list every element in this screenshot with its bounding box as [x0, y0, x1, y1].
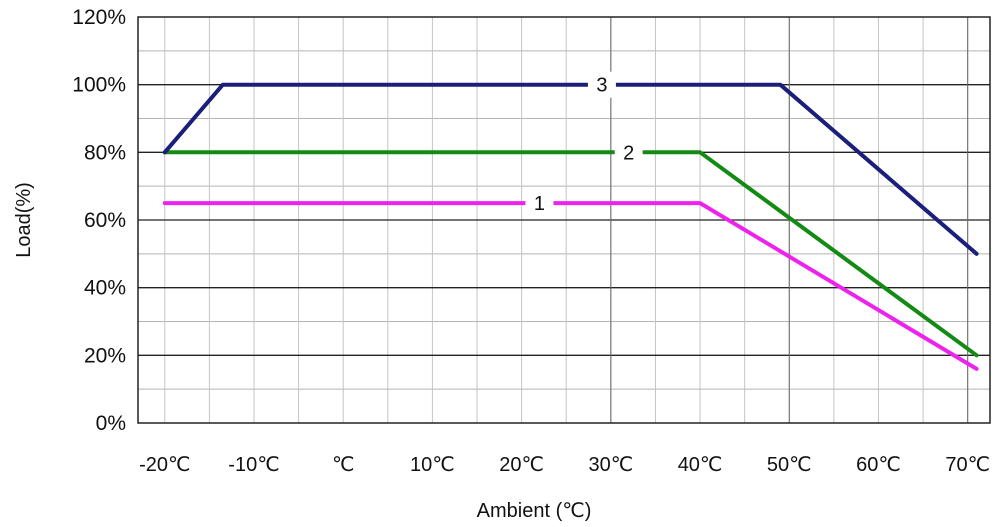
y-tick-label: 60%: [84, 209, 126, 232]
x-tick-labels: -20℃ -10℃ ℃ 10℃ 20℃ 30℃ 40℃ 50℃ 60℃ 70℃: [139, 454, 990, 476]
series-label-1: 1: [534, 193, 545, 215]
x-tick-label: -10℃: [228, 454, 279, 476]
y-tick-labels: 0% 20% 40% 60% 80% 100% 120%: [72, 6, 126, 435]
series-label-2: 2: [623, 142, 634, 164]
x-tick-label: 40℃: [678, 454, 723, 476]
x-tick-label: 70℃: [945, 454, 990, 476]
y-tick-label: 100%: [72, 74, 126, 97]
plot-frame: [137, 16, 991, 424]
x-tick-label: -20℃: [139, 454, 190, 476]
x-axis-label: Ambient (℃): [477, 500, 592, 522]
x-tick-label: 60℃: [856, 454, 901, 476]
x-tick-label: 30℃: [588, 454, 633, 476]
y-tick-label: 120%: [72, 6, 126, 29]
x-tick-label: ℃: [332, 454, 354, 476]
series-line-3: [162, 82, 979, 256]
y-tick-label: 20%: [84, 344, 126, 367]
series-label-gap: [587, 71, 616, 98]
series-line-1: [162, 201, 979, 371]
series-label-gap: [614, 139, 643, 166]
y-axis-label: Load(%): [13, 182, 35, 258]
series-label-gap: [525, 190, 554, 217]
x-tick-label: 20℃: [499, 454, 544, 476]
series-layer: 1 2 3: [162, 71, 979, 371]
major-grid: [138, 17, 990, 423]
series-line-2: [162, 150, 979, 358]
y-tick-label: 80%: [84, 141, 126, 164]
series-label-3: 3: [596, 75, 607, 97]
x-tick-label: 10℃: [410, 454, 455, 476]
y-tick-label: 40%: [84, 277, 126, 300]
y-tick-label: 0%: [96, 412, 126, 435]
x-tick-label: 50℃: [767, 454, 812, 476]
